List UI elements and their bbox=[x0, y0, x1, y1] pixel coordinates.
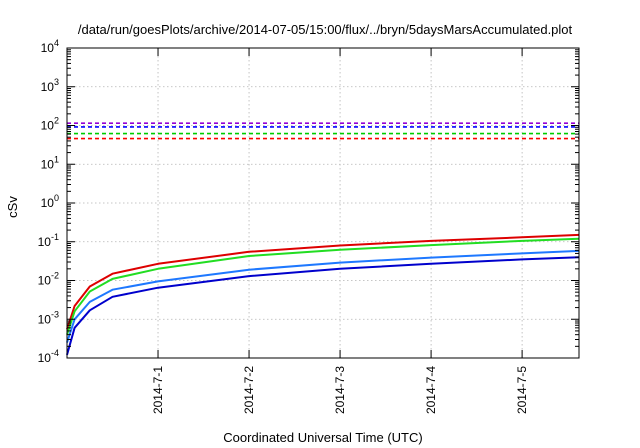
axis-ticks: 10-4 10-3 10-2 10-1 100 101 102 103 104 2014-7-1 2… bbox=[38, 38, 579, 414]
chart-title: /data/run/goesPlots/archive/2014-07-05/1… bbox=[78, 22, 573, 37]
x-tick-label: 2014-7-2 bbox=[242, 366, 256, 414]
series-line bbox=[66, 256, 580, 356]
reference-lines bbox=[67, 122, 579, 140]
y-tick-label: 100 bbox=[41, 193, 59, 210]
y-tick-label: 101 bbox=[41, 154, 59, 171]
series-line bbox=[66, 237, 580, 336]
y-tick-label: 102 bbox=[41, 116, 59, 133]
x-tick-label: 2014-7-1 bbox=[151, 366, 165, 414]
x-tick-label: 2014-7-3 bbox=[333, 366, 347, 414]
y-tick-label: 10-3 bbox=[38, 309, 59, 326]
x-tick-label: 2014-7-4 bbox=[424, 366, 438, 414]
y-tick-label: 10-1 bbox=[38, 232, 59, 249]
y-tick-label: 10-4 bbox=[38, 348, 59, 365]
y-tick-label: 104 bbox=[41, 38, 59, 55]
x-tick-label: 2014-7-5 bbox=[515, 366, 529, 414]
x-axis-label: Coordinated Universal Time (UTC) bbox=[223, 430, 422, 445]
y-tick-label: 103 bbox=[41, 77, 59, 94]
y-tick-label: 10-2 bbox=[38, 271, 59, 288]
y-axis-label: cSv bbox=[5, 196, 20, 218]
series-line bbox=[66, 233, 580, 330]
series-line bbox=[66, 249, 580, 343]
series-lines bbox=[66, 233, 580, 356]
grid bbox=[67, 48, 579, 358]
